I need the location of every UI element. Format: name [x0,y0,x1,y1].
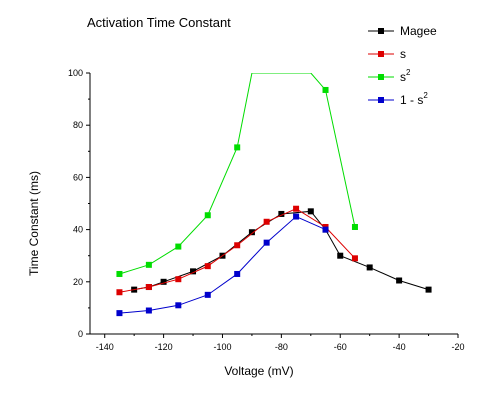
data-point [248,229,255,236]
data-point [175,302,182,309]
series-line [119,208,356,293]
legend-label-text: Magee [400,24,437,38]
legend-entry: Magee [368,24,437,38]
chart-title: Activation Time Constant [87,15,231,30]
data-point [351,223,358,230]
data-point [322,86,329,93]
y-axis-label: Time Constant (ms) [27,171,41,276]
legend-label-text: s [400,70,406,84]
data-point [175,243,182,250]
data-point [322,226,329,233]
y-tick-label: 0 [78,329,83,339]
data-point [145,261,152,268]
legend-entry: s2 [368,68,411,84]
data-point [160,278,167,285]
y-tick-label: 40 [73,225,83,235]
x-tick-label: -40 [393,342,406,352]
data-point [307,208,314,215]
data-point [337,252,344,259]
legend-label-superscript: 2 [423,91,428,100]
data-point [116,289,123,296]
series-3 [116,213,329,317]
legend-label: s [400,47,406,61]
data-point [351,255,358,262]
data-point [204,212,211,219]
data-point [116,270,123,277]
legend-marker [378,28,384,34]
data-point [278,210,285,217]
data-point [396,277,403,284]
y-tick-label: 100 [68,68,83,78]
y-tick-label: 80 [73,120,83,130]
data-point [425,286,432,293]
legend-marker [378,74,384,80]
legend-marker [378,97,384,103]
series-1 [116,205,358,296]
data-point [204,291,211,298]
axes: -140 -120 -100 -80 -60 -40 -20 0 20 40 60 80 100 [68,68,465,352]
x-tick-label: -120 [155,342,173,352]
data-point [263,218,270,225]
y-tick-label: 60 [73,172,83,182]
legend-label-superscript: 2 [406,68,411,77]
series-2 [116,73,358,277]
series-layer [116,73,432,317]
data-point [116,310,123,317]
data-point [175,276,182,283]
legend-label: s2 [400,68,411,84]
x-axis-label: Voltage (mV) [224,364,293,378]
legend-label-text: 1 - s [400,93,423,107]
data-point [145,307,152,314]
legend-entry: s [368,47,406,61]
data-point [293,205,300,212]
series-line [119,215,326,314]
x-tick-label: -80 [275,342,288,352]
x-tick-label: -20 [451,342,464,352]
data-point [234,242,241,249]
data-point [234,144,241,151]
x-tick-label: -140 [96,342,114,352]
data-point [366,264,373,271]
data-point [190,268,197,275]
data-point [263,239,270,246]
x-tick-label: -60 [334,342,347,352]
y-tick-label: 20 [73,277,83,287]
data-point [293,213,300,220]
legend-label-text: s [400,47,406,61]
x-tick-label: -100 [213,342,231,352]
data-point [145,284,152,291]
legend-marker [378,51,384,57]
legend-label: Magee [400,24,437,38]
legend-label: 1 - s2 [400,91,428,107]
data-point [234,270,241,277]
data-point [204,263,211,270]
legend-entry: 1 - s2 [368,91,428,107]
